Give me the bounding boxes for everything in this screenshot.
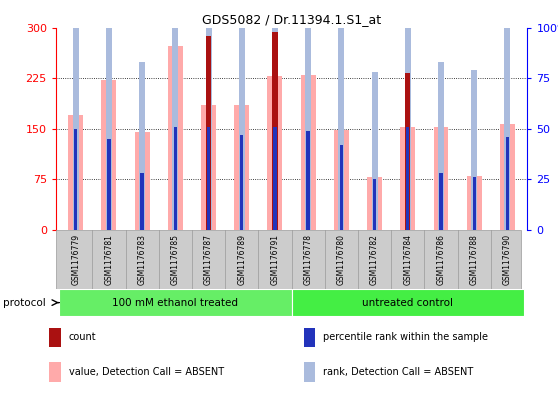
- Bar: [504, 0, 511, 230]
- Bar: [405, 0, 411, 230]
- Bar: [400, 127, 415, 230]
- Text: GSM1176788: GSM1176788: [470, 234, 479, 285]
- Bar: [139, 62, 145, 230]
- Bar: [201, 105, 216, 230]
- Text: GSM1176786: GSM1176786: [436, 234, 445, 285]
- Bar: [372, 72, 378, 230]
- Bar: [172, 0, 179, 230]
- Bar: [473, 177, 476, 230]
- Bar: [340, 145, 343, 230]
- Bar: [373, 179, 376, 230]
- Bar: [434, 127, 449, 230]
- Bar: [438, 62, 444, 230]
- Bar: [301, 75, 316, 230]
- Bar: [59, 289, 291, 316]
- Text: GSM1176785: GSM1176785: [171, 234, 180, 285]
- Bar: [306, 131, 310, 230]
- Bar: [500, 124, 515, 230]
- Text: GSM1176781: GSM1176781: [104, 234, 113, 285]
- Bar: [134, 132, 150, 230]
- Bar: [466, 176, 482, 230]
- Bar: [205, 0, 211, 230]
- Bar: [73, 0, 79, 230]
- Text: value, Detection Call = ABSENT: value, Detection Call = ABSENT: [69, 367, 224, 377]
- Bar: [234, 105, 249, 230]
- Bar: [272, 32, 278, 230]
- Text: GSM1176779: GSM1176779: [71, 234, 80, 285]
- Text: percentile rank within the sample: percentile rank within the sample: [323, 332, 488, 342]
- Text: GSM1176790: GSM1176790: [503, 234, 512, 285]
- Bar: [49, 328, 61, 347]
- Bar: [334, 130, 349, 230]
- Text: GSM1176780: GSM1176780: [337, 234, 346, 285]
- Text: GSM1176791: GSM1176791: [271, 234, 280, 285]
- Bar: [273, 127, 277, 230]
- Bar: [367, 177, 382, 230]
- Bar: [107, 139, 110, 230]
- Text: protocol: protocol: [3, 298, 46, 309]
- Bar: [304, 328, 315, 347]
- Bar: [239, 0, 245, 230]
- Bar: [267, 76, 282, 230]
- Bar: [68, 115, 83, 230]
- Bar: [49, 362, 61, 382]
- Bar: [405, 73, 411, 230]
- Text: 100 mM ethanol treated: 100 mM ethanol treated: [112, 298, 238, 308]
- Bar: [74, 129, 78, 230]
- Bar: [338, 0, 344, 230]
- Text: count: count: [69, 332, 97, 342]
- Text: GSM1176787: GSM1176787: [204, 234, 213, 285]
- Text: GSM1176789: GSM1176789: [237, 234, 246, 285]
- Bar: [406, 127, 410, 230]
- Text: GSM1176778: GSM1176778: [304, 234, 312, 285]
- Text: GSM1176784: GSM1176784: [403, 234, 412, 285]
- Bar: [304, 362, 315, 382]
- Bar: [106, 0, 112, 230]
- Bar: [305, 0, 311, 230]
- Bar: [207, 127, 210, 230]
- Bar: [141, 173, 144, 230]
- Bar: [174, 127, 177, 230]
- Bar: [240, 135, 243, 230]
- Bar: [102, 80, 117, 230]
- Bar: [272, 0, 278, 230]
- Text: GSM1176782: GSM1176782: [370, 234, 379, 285]
- Text: untreated control: untreated control: [362, 298, 453, 308]
- Bar: [471, 70, 477, 230]
- Bar: [291, 289, 524, 316]
- Bar: [506, 137, 509, 230]
- Text: GSM1176783: GSM1176783: [138, 234, 147, 285]
- Bar: [168, 46, 183, 230]
- Bar: [439, 173, 442, 230]
- Text: rank, Detection Call = ABSENT: rank, Detection Call = ABSENT: [323, 367, 473, 377]
- Bar: [206, 36, 211, 230]
- Title: GDS5082 / Dr.11394.1.S1_at: GDS5082 / Dr.11394.1.S1_at: [202, 13, 381, 26]
